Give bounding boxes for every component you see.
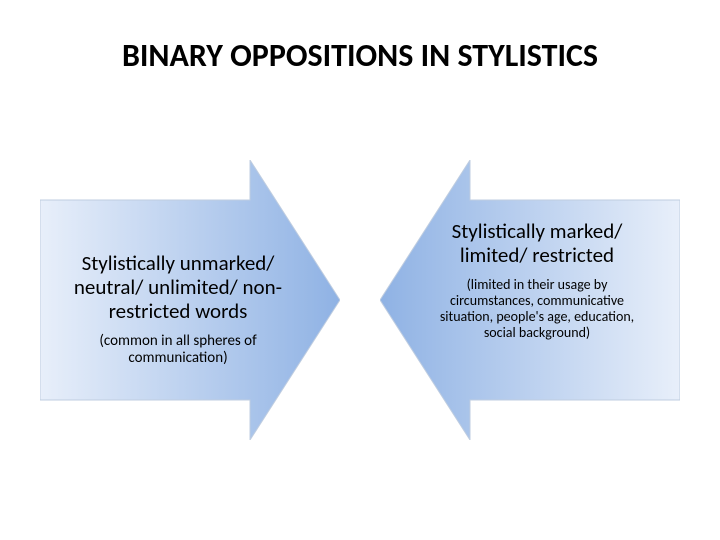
right-subtext: (limited in their usage by circumstances… — [430, 277, 644, 341]
right-content: Stylistically marked/ limited/ restricte… — [380, 160, 680, 440]
left-arrow-block: Stylistically unmarked/ neutral/ unlimit… — [40, 160, 340, 440]
page-title: BINARY OPPOSITIONS IN STYLISTICS — [0, 36, 720, 75]
right-arrow-block: Stylistically marked/ limited/ restricte… — [380, 160, 680, 440]
left-subtext: (common in all spheres of communication) — [70, 333, 286, 368]
left-content: Stylistically unmarked/ neutral/ unlimit… — [40, 160, 340, 440]
left-heading: Stylistically unmarked/ neutral/ unlimit… — [70, 251, 286, 323]
right-heading: Stylistically marked/ limited/ restricte… — [430, 219, 644, 267]
